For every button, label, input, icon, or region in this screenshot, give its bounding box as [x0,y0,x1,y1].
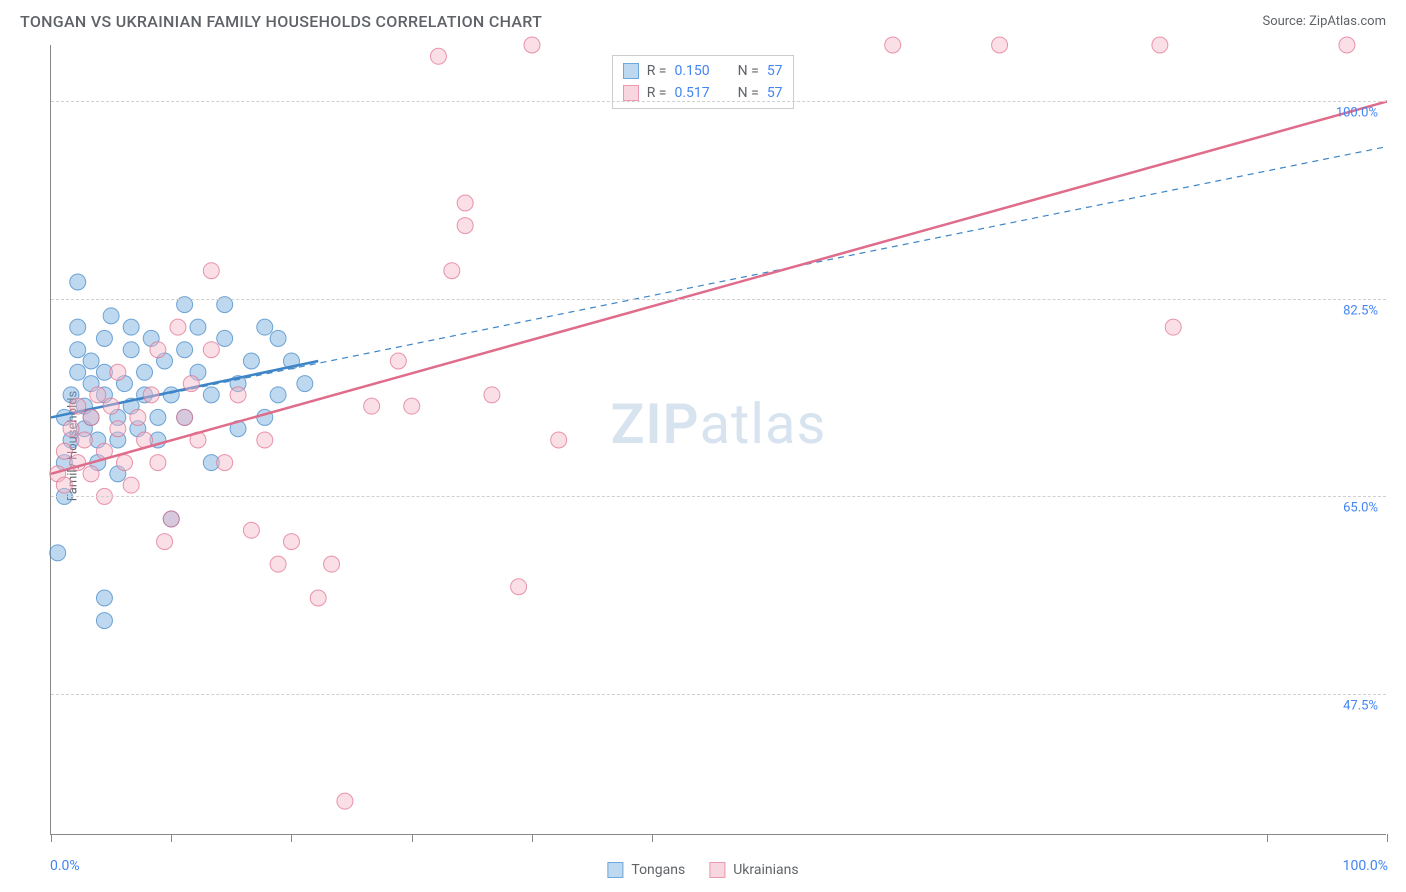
legend-item-tongans: Tongans [607,862,685,878]
x-tick [51,834,52,842]
y-tick-label: 100.0% [1336,106,1378,121]
y-tick-label: 65.0% [1343,501,1378,516]
series-legend: Tongans Ukrainians [607,862,798,878]
y-tick-label: 47.5% [1343,698,1378,713]
x-tick [291,834,292,842]
gridline [51,496,1386,497]
x-tick [1387,834,1388,842]
swatch-blue-icon [607,862,623,878]
x-tick [1267,834,1268,842]
gridline [51,694,1386,695]
x-tick [412,834,413,842]
y-tick-label: 82.5% [1343,303,1378,318]
swatch-pink-icon [709,862,725,878]
scatter-svg [51,45,1386,834]
x-axis-min-label: 0.0% [50,858,80,874]
x-tick [652,834,653,842]
chart-title: TONGAN VS UKRAINIAN FAMILY HOUSEHOLDS CO… [20,12,542,31]
gridline [51,101,1386,102]
x-axis-max-label: 100.0% [1343,858,1388,874]
legend-item-ukrainians: Ukrainians [709,862,798,878]
x-tick [171,834,172,842]
chart-plot-area: ZIPatlas R = 0.150 N = 57 R = 0.517 N = … [50,45,1386,835]
gridline [51,299,1386,300]
source-attribution: Source: ZipAtlas.com [1262,14,1386,29]
x-tick [532,834,533,842]
